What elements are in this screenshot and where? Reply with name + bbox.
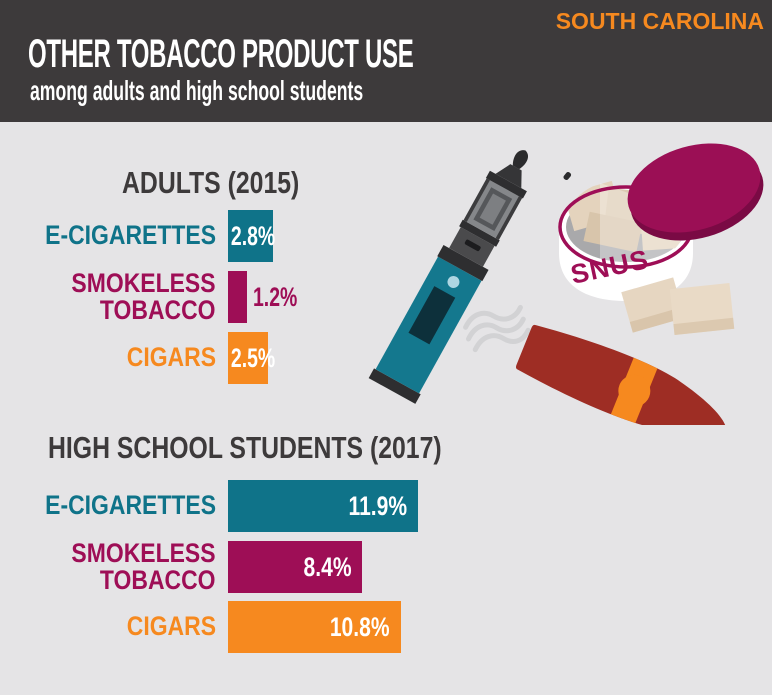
- bar-adults-cigars: 2.5%: [228, 332, 275, 384]
- label-adults-smokeless: SMOKELESS TOBACCO: [0, 270, 216, 324]
- label-hs-cigars: CIGARS: [0, 613, 216, 640]
- label-text: E-CIGARETTES: [45, 490, 216, 520]
- label-text: SMOKELESS TOBACCO: [72, 540, 216, 594]
- section-heading-adults: ADULTS (2015): [122, 165, 300, 200]
- section-heading-highschool: HIGH SCHOOL STUDENTS (2017): [48, 430, 442, 465]
- label-adults-ecigarettes: E-CIGARETTES: [0, 222, 216, 249]
- label-adults-cigars: CIGARS: [0, 344, 216, 371]
- bar-hs-smokeless: 8.4%: [228, 541, 363, 593]
- region-label: SOUTH CAROLINA: [555, 8, 764, 34]
- snus-lid: [627, 143, 764, 241]
- bar-adults-smokeless: [228, 271, 248, 323]
- vape-mouthpiece: [512, 150, 528, 170]
- label-text: SMOKELESS TOBACCO: [72, 270, 216, 324]
- label-hs-smokeless: SMOKELESS TOBACCO: [0, 540, 216, 594]
- label-text: CIGARS: [126, 611, 216, 641]
- bar-hs-cigars: 10.8%: [228, 601, 401, 653]
- value-adults-smokeless: 1.2%: [253, 282, 298, 312]
- bar-adults-ecigarettes: 2.8%: [228, 210, 276, 262]
- value-adults-ecigarettes: 2.8%: [230, 221, 276, 251]
- page-subtitle: among adults and high school students: [30, 75, 364, 106]
- smoke-icon: [463, 304, 531, 353]
- label-line1: SMOKELESS: [71, 538, 216, 568]
- vape-pen-icon: [368, 150, 572, 404]
- label-line2: TOBACCO: [100, 565, 216, 595]
- snus-tin-icon: SNUS: [558, 143, 764, 336]
- vape-button-dot: [447, 276, 460, 288]
- label-line1: SMOKELESS: [71, 268, 216, 298]
- page-title: OTHER TOBACCO PRODUCT USE: [28, 32, 414, 76]
- label-line2: TOBACCO: [100, 295, 216, 325]
- snus-pouches-icon: [621, 277, 735, 336]
- value-adults-cigars: 2.5%: [230, 343, 276, 373]
- illustration-canvas: SNUS: [368, 143, 764, 425]
- value-hs-cigars: 10.8%: [330, 612, 390, 642]
- label-text: CIGARS: [126, 342, 216, 372]
- label-text: E-CIGARETTES: [45, 220, 216, 250]
- value-hs-smokeless: 8.4%: [303, 552, 352, 582]
- value-hs-ecigarettes: 11.9%: [348, 491, 408, 521]
- header-banner: SOUTH CAROLINA OTHER TOBACCO PRODUCT USE…: [0, 0, 772, 122]
- cigar-icon: [512, 317, 738, 425]
- label-hs-ecigarettes: E-CIGARETTES: [0, 492, 216, 519]
- bar-hs-ecigarettes: 11.9%: [228, 480, 419, 532]
